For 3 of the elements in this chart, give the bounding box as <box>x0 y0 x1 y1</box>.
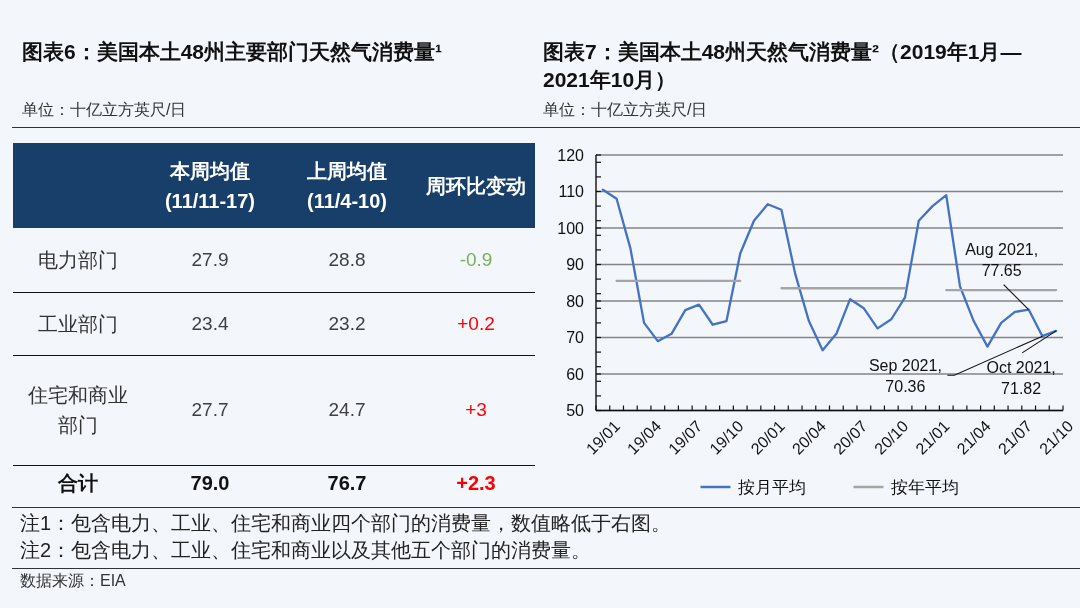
annotation: 注1：包含电力、工业、住宅和商业四个部门的消费量，数值略低于右图。 <box>20 511 673 536</box>
annotation: 注2：包含电力、工业、住宅和商业以及其他五个部门的消费量。 <box>20 538 593 563</box>
annotation: 数据来源：EIA <box>20 571 126 591</box>
